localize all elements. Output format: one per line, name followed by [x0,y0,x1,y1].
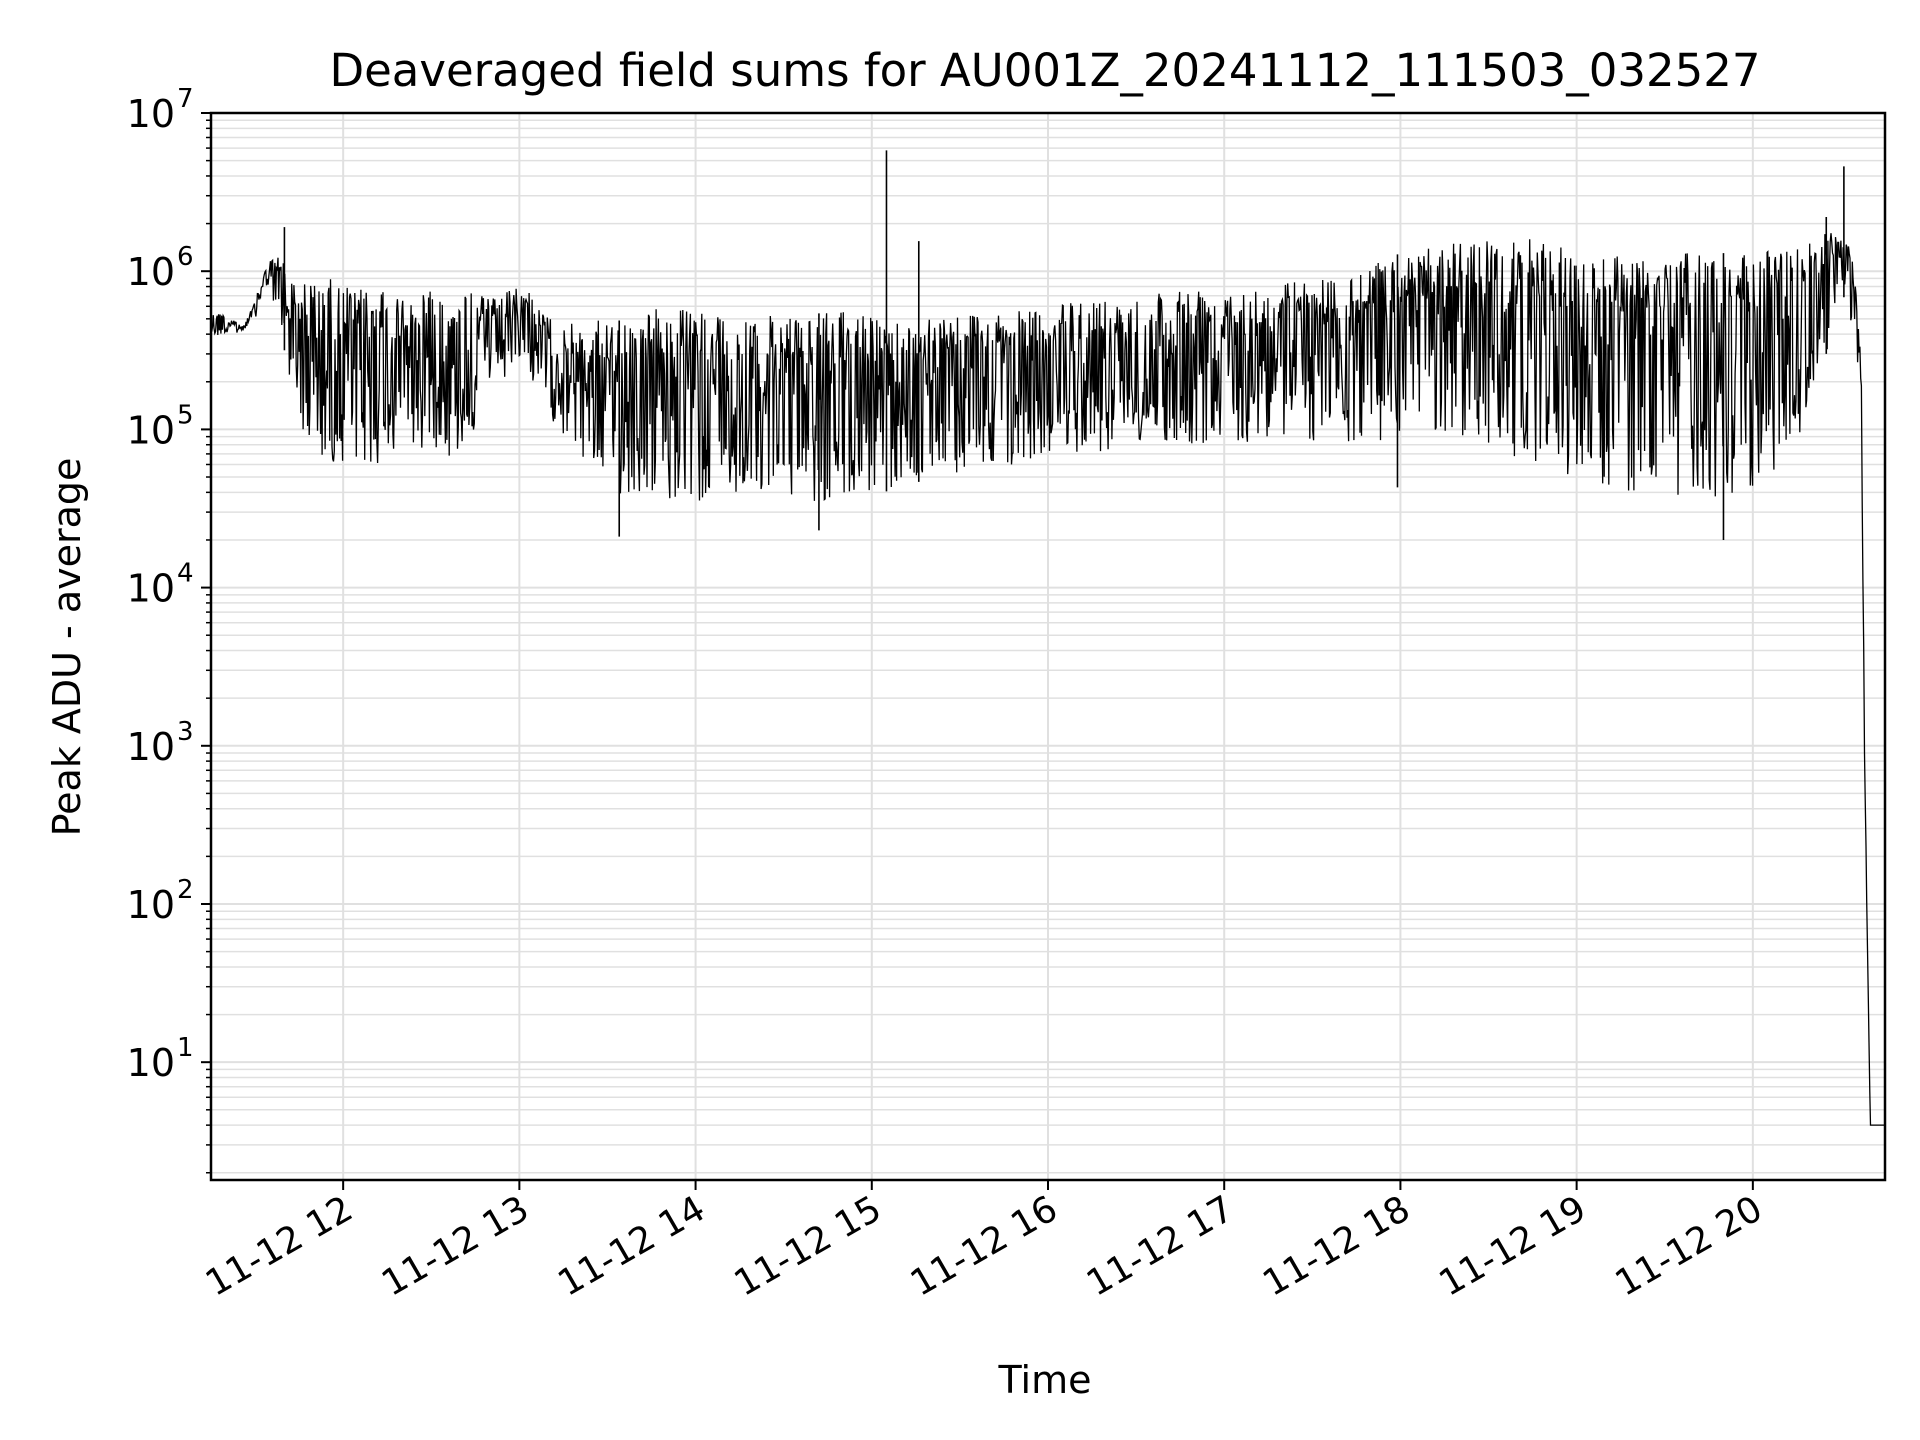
y-tick-exponent: 2 [177,875,194,905]
y-tick-exponent: 3 [177,717,194,747]
series-line [210,233,1885,1126]
y-tick-label: 10 [127,883,175,927]
y-tick-label: 10 [127,250,175,294]
y-tick-exponent: 5 [177,400,194,430]
y-tick-label: 10 [127,408,175,452]
y-tick-label: 10 [127,92,175,136]
y-tick-label: 10 [127,1041,175,1085]
grid [211,112,1885,1180]
y-tick-exponent: 1 [177,1033,194,1063]
y-tick-exponent: 4 [177,559,194,589]
x-axis-label: Time [998,1358,1092,1402]
chart-title: Deaveraged field sums for AU001Z_2024111… [329,44,1760,97]
y-axis-label: Peak ADU - average [45,458,89,837]
data-line [210,150,1885,1126]
y-tick-exponent: 7 [177,84,194,114]
y-tick-label: 10 [127,725,175,769]
y-tick-label: 10 [127,567,175,611]
y-tick-exponent: 6 [177,242,194,272]
